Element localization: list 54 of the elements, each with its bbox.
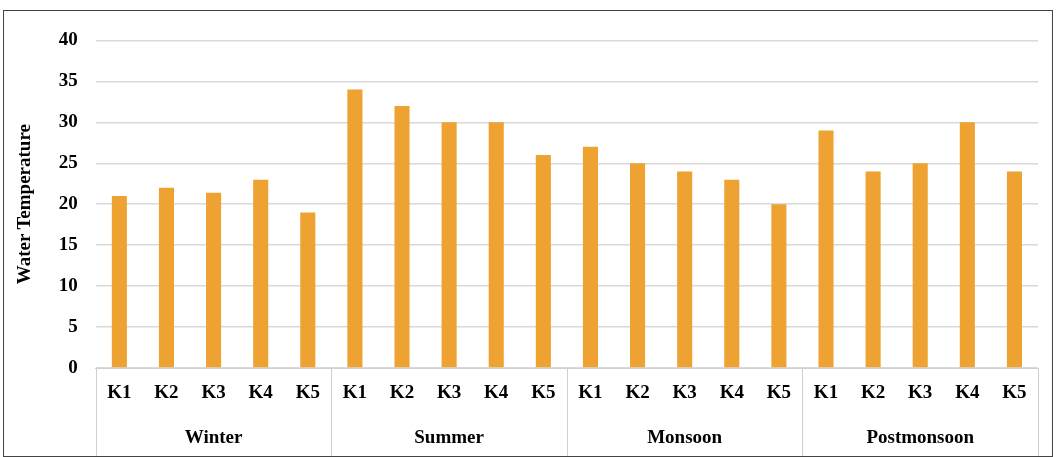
bar — [959, 122, 975, 368]
bar — [300, 212, 316, 368]
x-tick-label: K5 — [295, 381, 320, 403]
text: Postmonsoon — [866, 425, 975, 447]
bar — [677, 171, 693, 368]
bar — [488, 122, 504, 368]
x-tick-label: K5 — [1002, 381, 1027, 403]
y-tick-label: 20 — [58, 192, 78, 214]
x-tick-label: K4 — [248, 381, 274, 403]
bar — [724, 179, 740, 368]
x-tick-label: K4 — [484, 381, 509, 403]
x-tick-label: K3 — [672, 381, 697, 403]
x-tick-label: K1 — [342, 381, 368, 403]
x-tick-label: K1 — [578, 381, 603, 403]
x-tick-label: K5 — [531, 381, 556, 403]
bar — [865, 171, 881, 368]
y-tick-label: 10 — [58, 274, 78, 296]
y-tick-label: 30 — [58, 110, 78, 132]
y-tick-label: 15 — [58, 233, 78, 255]
text: Summer — [414, 425, 485, 447]
bar — [111, 196, 127, 368]
bar — [394, 105, 410, 368]
bar — [1006, 171, 1022, 368]
x-tick-label: K5 — [766, 381, 792, 403]
x-tick-label: K2 — [389, 381, 415, 403]
x-tick-label: K2 — [860, 381, 886, 403]
x-tick-label: K2 — [154, 381, 179, 403]
bar — [347, 89, 363, 368]
y-tick-label: 40 — [58, 28, 78, 50]
y-tick-label: 5 — [68, 314, 78, 336]
x-tick-label: K3 — [436, 381, 462, 403]
bar — [630, 163, 646, 368]
x-tick-label: K1 — [813, 381, 839, 403]
bar — [771, 204, 787, 368]
y-axis-title: Water Temperature — [13, 124, 35, 285]
text: Winter — [184, 425, 243, 447]
y-tick-label: 25 — [58, 151, 78, 173]
x-tick-label: K2 — [625, 381, 650, 403]
text: Monsoon — [647, 425, 723, 447]
bar — [535, 155, 551, 368]
bar — [158, 187, 174, 368]
bar — [441, 122, 457, 368]
x-tick-label: K3 — [201, 381, 226, 403]
y-tick-label: 0 — [68, 355, 78, 377]
x-tick-label: K3 — [908, 381, 933, 403]
bar — [206, 192, 222, 368]
bar — [912, 163, 928, 368]
x-tick-label: K4 — [719, 381, 745, 403]
bar — [253, 179, 269, 368]
y-tick-label: 35 — [58, 69, 78, 91]
bar — [582, 146, 598, 368]
bar — [818, 130, 834, 368]
x-tick-label: K4 — [955, 381, 980, 403]
x-tick-label: K1 — [107, 381, 132, 403]
